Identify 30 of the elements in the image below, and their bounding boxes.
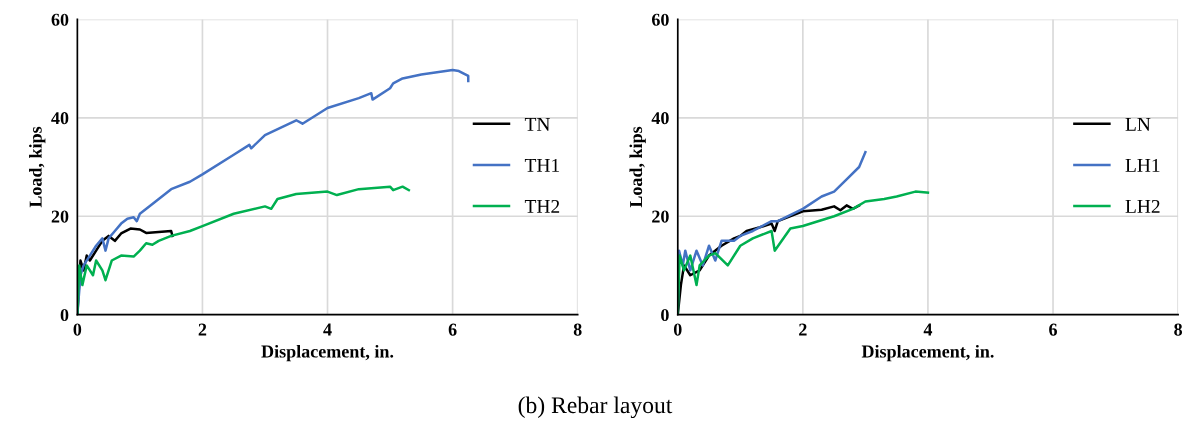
y-axis-title: Load, kips — [629, 126, 646, 208]
y-tick-label: 40 — [651, 112, 669, 125]
legend-label: LH1 — [1125, 158, 1160, 172]
x-tick-label: 2 — [198, 323, 207, 336]
legend-label: TH2 — [524, 199, 560, 213]
x-tick-label: 6 — [448, 323, 457, 336]
legend-label: TN — [524, 117, 551, 131]
x-tick-label: 8 — [1174, 323, 1183, 336]
y-tick-label: 60 — [51, 13, 69, 26]
y-tick-label: 0 — [60, 308, 69, 322]
y-tick-label: 60 — [651, 13, 669, 26]
legend-label: TH1 — [524, 158, 560, 172]
y-tick-label: 20 — [51, 210, 69, 223]
y-tick-label: 20 — [652, 210, 669, 223]
x-tick-label: 2 — [799, 323, 807, 336]
text: (b) Rebar layout — [518, 396, 673, 419]
x-tick-label: 4 — [923, 323, 933, 336]
x-axis-title: Displacement, in. — [261, 344, 394, 362]
x-tick-label: 4 — [323, 323, 332, 336]
y-tick-label: 40 — [51, 112, 69, 125]
x-tick-label: 8 — [573, 323, 582, 336]
x-tick-label: 0 — [73, 323, 82, 336]
y-tick-label: 0 — [661, 308, 669, 322]
x-tick-label: 0 — [673, 323, 682, 336]
legend-label: LN — [1125, 117, 1151, 131]
legend-label: LH2 — [1125, 199, 1160, 213]
x-tick-label: 6 — [1049, 323, 1057, 336]
x-axis-title: Displacement, in. — [861, 344, 994, 362]
y-axis-title: Load, kips — [29, 126, 46, 208]
line-series — [77, 185, 411, 315]
